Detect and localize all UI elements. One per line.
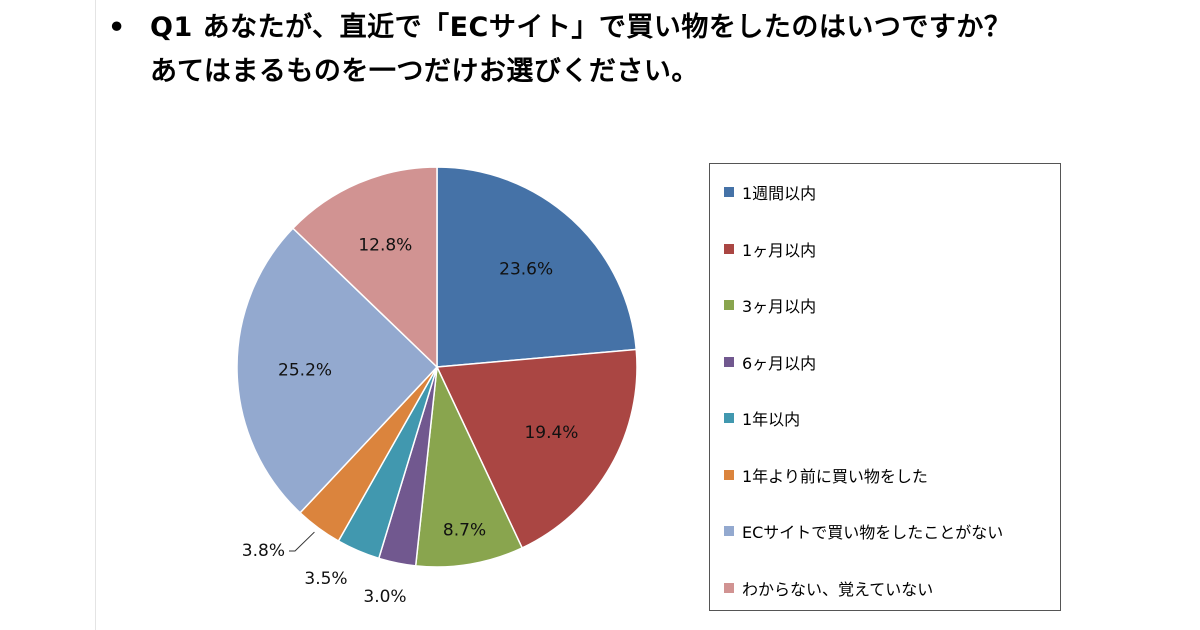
legend-swatch-5 xyxy=(724,413,734,423)
legend-label-1: 1週間以内 xyxy=(742,184,817,203)
legend-item-4: 6ヶ月以内 xyxy=(724,350,816,374)
legend-item-3: 3ヶ月以内 xyxy=(724,293,816,317)
data-label-1: 23.6% xyxy=(499,260,553,280)
pie-slice-1 xyxy=(436,166,638,368)
legend-item-7: ECサイトで買い物をしたことがない xyxy=(724,519,1003,543)
legend-label-8: わからない、覚えていない xyxy=(742,579,934,599)
data-label-7: 25.2% xyxy=(278,360,332,380)
legend-item-8: わからない、覚えていない xyxy=(724,576,933,600)
legend-swatch-4 xyxy=(724,356,734,367)
pie-slice-8 xyxy=(291,166,438,369)
chart-legend: 1週間以内 1ヶ月以内 3ヶ月以内 6ヶ月以内 1年以内 1年より前に買い物をした ECサイ… xyxy=(709,163,1061,611)
data-label-3: 8.7% xyxy=(443,521,486,541)
legend-swatch-8 xyxy=(724,582,734,593)
left-margin xyxy=(0,0,95,630)
legend-swatch-7 xyxy=(724,526,734,536)
legend-label-6: 1年より前に買い物をした xyxy=(742,466,928,486)
data-label-4: 3.0% xyxy=(363,587,406,607)
pie-slice-7 xyxy=(236,227,439,514)
legend-label-7: ECサイトで買い物をしたことがない xyxy=(742,523,1004,542)
legend-label-4: 6ヶ月以内 xyxy=(742,353,817,373)
data-label-2: 19.4% xyxy=(524,423,578,443)
legend-item-1: 1週間以内 xyxy=(724,180,816,204)
data-label-8: 12.8% xyxy=(358,236,412,256)
data-label-5: 3.5% xyxy=(304,569,347,589)
data-label-6: 3.8% xyxy=(242,541,285,561)
pie-slice-3 xyxy=(414,364,524,568)
legend-label-5: 1年以内 xyxy=(742,410,801,429)
legend-label-3: 3ヶ月以内 xyxy=(742,297,817,316)
leader-line-6 xyxy=(289,531,315,552)
legend-swatch-3 xyxy=(724,300,734,310)
legend-item-6: 1年より前に買い物をした xyxy=(724,463,928,487)
question-line-2: あてはまるものを一つだけお選びください。 xyxy=(150,56,699,87)
legend-swatch-6 xyxy=(724,469,734,480)
page-border xyxy=(95,0,96,630)
question-line-1: Q1 あなたが、直近で「ECサイト」で買い物をしたのはいつですか？ xyxy=(150,12,1012,43)
legend-swatch-2 xyxy=(724,243,734,254)
legend-item-2: 1ヶ月以内 xyxy=(724,237,816,261)
pie-slice-2 xyxy=(435,348,638,549)
legend-swatch-1 xyxy=(724,187,734,197)
legend-label-2: 1ヶ月以内 xyxy=(742,240,817,260)
bullet-point: • xyxy=(108,12,126,43)
legend-item-5: 1年以内 xyxy=(724,406,800,430)
